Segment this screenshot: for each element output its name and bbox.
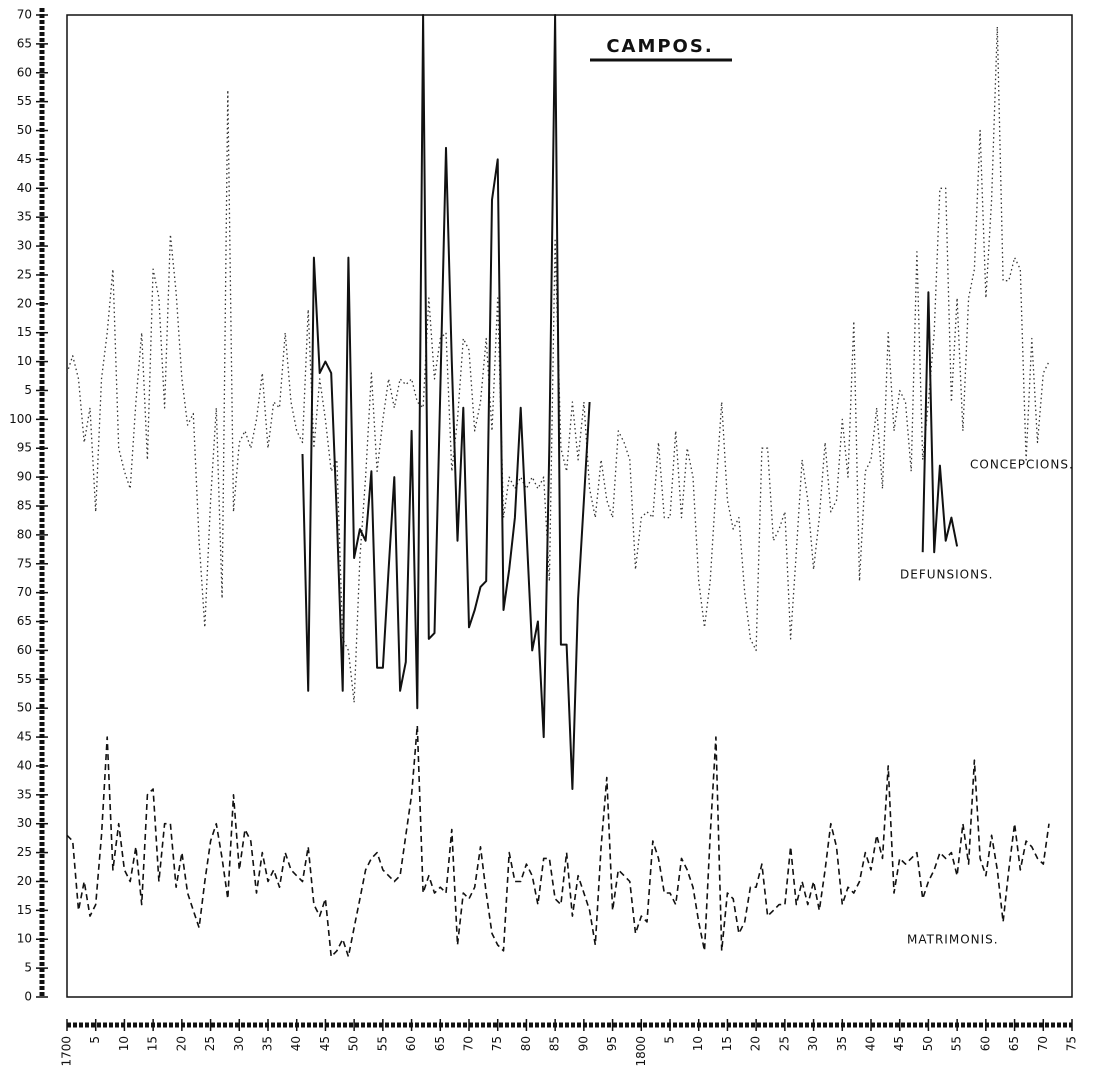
- series-line: [66, 724, 1050, 958]
- y-tick-label: 40: [17, 758, 32, 772]
- series-label: MATRIMONIS.: [907, 933, 999, 947]
- y-tick-label: 55: [17, 672, 32, 686]
- x-tick-label: 70: [462, 1036, 476, 1051]
- y-tick-label: 20: [17, 296, 32, 310]
- y-tick-label: 25: [17, 267, 32, 281]
- y-tick-label: 0: [24, 990, 32, 1004]
- x-tick-label: 30: [806, 1036, 820, 1051]
- y-tick-label: 40: [17, 181, 32, 195]
- y-tick-label: 5: [24, 961, 32, 975]
- x-tick-label: 45: [892, 1036, 906, 1051]
- x-tick-label: 80: [519, 1036, 533, 1051]
- y-tick-label: 65: [17, 36, 32, 50]
- y-tick-label: 65: [17, 614, 32, 628]
- x-tick-label: 65: [1007, 1036, 1021, 1051]
- x-tick-label: 50: [921, 1036, 935, 1051]
- y-tick-label: 95: [17, 441, 32, 455]
- x-tick-label: 20: [174, 1036, 188, 1051]
- y-tick-label: 70: [17, 585, 32, 599]
- x-tick-label: 75: [1065, 1036, 1079, 1051]
- x-tick-label: 10: [117, 1036, 131, 1051]
- x-tick-label: 85: [548, 1036, 562, 1051]
- y-tick-label: 60: [17, 65, 32, 79]
- chart-title: CAMPOS.: [606, 36, 713, 57]
- x-tick-label: 90: [576, 1036, 590, 1051]
- x-tick-label: 10: [691, 1036, 705, 1051]
- x-tick-label: 20: [749, 1036, 763, 1051]
- y-tick-label: 15: [17, 903, 32, 917]
- x-tick-label: 5: [88, 1036, 102, 1044]
- x-tick-label: 45: [318, 1036, 332, 1051]
- x-tick-label: 60: [404, 1036, 418, 1051]
- y-tick-label: 35: [17, 210, 32, 224]
- y-tick-label: 30: [17, 239, 32, 253]
- y-tick-label: 55: [17, 94, 32, 108]
- x-tick-label: 35: [261, 1036, 275, 1051]
- y-tick-label: 80: [17, 527, 32, 541]
- x-tick-label: 15: [146, 1036, 160, 1051]
- plot-frame: [66, 14, 1073, 998]
- x-tick-label: 40: [864, 1036, 878, 1051]
- x-tick-label: 50: [347, 1036, 361, 1051]
- x-tick-label: 95: [605, 1036, 619, 1051]
- y-tick-label: 25: [17, 845, 32, 859]
- y-tick-label: 75: [17, 556, 32, 570]
- x-tick-label: 65: [433, 1036, 447, 1051]
- y-tick-label: 20: [17, 874, 32, 888]
- x-tick-label: 25: [777, 1036, 791, 1051]
- series-label: DEFUNSIONS.: [900, 568, 994, 582]
- y-tick-label: 50: [17, 123, 32, 137]
- x-tick-label: 1800: [634, 1036, 648, 1067]
- x-tick-label: 55: [375, 1036, 389, 1051]
- y-tick-label: 45: [17, 152, 32, 166]
- y-tick-label: 10: [17, 354, 32, 368]
- y-tick-label: 10: [17, 932, 32, 946]
- x-tick-label: 60: [978, 1036, 992, 1051]
- series-line: [301, 14, 959, 790]
- x-tick-label: 1700: [60, 1036, 74, 1067]
- y-tick-label: 50: [17, 701, 32, 715]
- x-tick-label: 35: [835, 1036, 849, 1051]
- x-tick-label: 40: [289, 1036, 303, 1051]
- x-tick-label: 25: [203, 1036, 217, 1051]
- y-tick-label: 30: [17, 816, 32, 830]
- x-tick-label: 70: [1036, 1036, 1050, 1051]
- series-label: CONCEPCIONS.: [970, 458, 1074, 472]
- x-tick-label: 55: [950, 1036, 964, 1051]
- y-tick-label: 5: [24, 383, 32, 397]
- x-tick-label: 15: [720, 1036, 734, 1051]
- x-tick-label: 30: [232, 1036, 246, 1051]
- y-tick-label: 70: [17, 8, 32, 22]
- x-tick-label: 5: [663, 1036, 677, 1044]
- y-tick-label: 90: [17, 470, 32, 484]
- y-tick-label: 85: [17, 499, 32, 513]
- y-tick-label: 35: [17, 787, 32, 801]
- x-tick-label: 75: [490, 1036, 504, 1051]
- y-tick-label: 100: [9, 412, 32, 426]
- y-tick-label: 60: [17, 643, 32, 657]
- y-tick-label: 15: [17, 325, 32, 339]
- y-tick-label: 45: [17, 730, 32, 744]
